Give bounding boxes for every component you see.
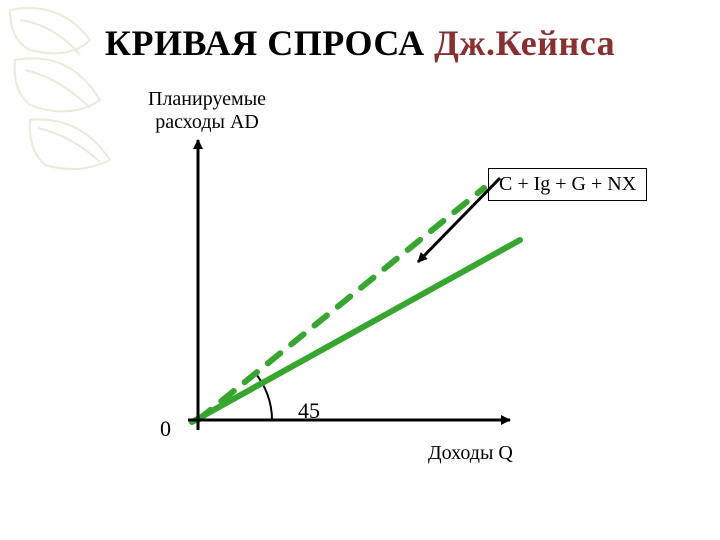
page-title: КРИВАЯ СПРОСА Дж.Кейнса КРИВАЯ СПРОСА Дж… xyxy=(0,22,720,64)
y-axis-label-line1: Планируемые xyxy=(148,88,266,111)
line-45-degree xyxy=(198,188,484,420)
keynes-demand-chart xyxy=(130,120,650,460)
formula-pointer-arrow xyxy=(418,178,500,262)
ad-curve-line xyxy=(192,240,520,422)
